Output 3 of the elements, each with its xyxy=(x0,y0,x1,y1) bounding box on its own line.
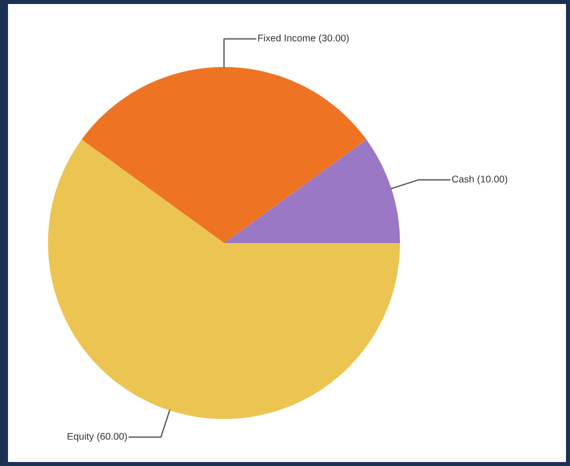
slice-label: Equity (60.00) xyxy=(68,432,127,442)
slice-label: Cash (10.00) xyxy=(452,175,508,184)
slice-label: Fixed Income (30.00) xyxy=(258,34,349,44)
